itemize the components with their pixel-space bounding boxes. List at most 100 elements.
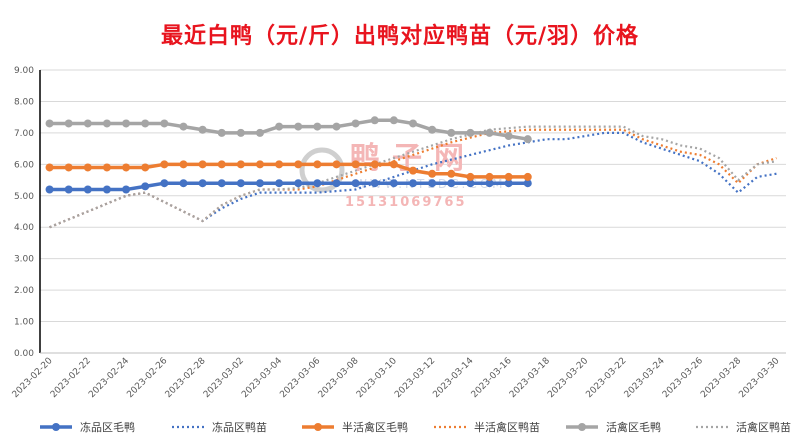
data-point — [389, 160, 398, 169]
data-point — [160, 119, 169, 128]
data-point — [64, 119, 73, 128]
data-point — [198, 160, 207, 169]
data-point — [466, 179, 475, 188]
y-tick-label: 5.00 — [14, 192, 34, 202]
data-point — [236, 128, 245, 137]
data-point — [122, 185, 131, 194]
data-point — [294, 179, 303, 188]
legend-label: 冻品区毛鸭 — [80, 420, 135, 434]
data-point — [141, 119, 150, 128]
y-tick-label: 6.00 — [14, 160, 34, 170]
data-point — [45, 185, 54, 194]
data-point — [313, 179, 322, 188]
data-point — [45, 119, 54, 128]
data-point — [64, 185, 73, 194]
data-point — [485, 179, 494, 188]
data-point — [523, 172, 532, 181]
data-point — [332, 160, 341, 169]
data-point — [313, 160, 322, 169]
data-point — [179, 160, 188, 169]
legend-label: 半活禽区鸭苗 — [474, 420, 540, 434]
data-point — [466, 128, 475, 137]
data-point — [236, 179, 245, 188]
data-point — [141, 163, 150, 172]
data-point — [447, 179, 456, 188]
y-tick-label: 0.00 — [14, 349, 34, 359]
y-tick-label: 9.00 — [14, 66, 34, 76]
data-point — [255, 160, 264, 169]
data-point — [428, 179, 437, 188]
data-point — [83, 185, 92, 194]
data-point — [447, 128, 456, 137]
data-point — [275, 122, 284, 131]
data-point — [313, 122, 322, 131]
data-point — [504, 179, 513, 188]
data-point — [102, 119, 111, 128]
data-point — [217, 179, 226, 188]
data-point — [409, 166, 417, 175]
data-point — [217, 128, 226, 137]
data-point — [179, 179, 188, 188]
data-point — [275, 160, 284, 169]
data-point — [485, 128, 494, 137]
data-point — [428, 125, 437, 134]
x-tick-label: 2023-03-30 — [737, 356, 781, 400]
data-point — [370, 116, 379, 125]
series-line-5 — [49, 125, 777, 229]
data-point — [236, 160, 245, 169]
data-point — [523, 179, 532, 188]
data-point — [255, 179, 264, 188]
watermark-duck-logo-icon — [299, 147, 345, 193]
data-point — [198, 125, 207, 134]
data-point — [409, 179, 417, 188]
data-point — [217, 160, 226, 169]
data-point — [485, 172, 494, 181]
data-point — [45, 163, 54, 172]
data-point — [351, 179, 360, 188]
legend-marker-dot — [578, 423, 586, 431]
data-point — [504, 172, 513, 181]
y-tick-label: 4.00 — [14, 223, 34, 233]
data-point — [275, 179, 284, 188]
data-point — [122, 163, 131, 172]
y-tick-label: 2.00 — [14, 286, 34, 296]
legend-label: 半活禽区毛鸭 — [342, 420, 408, 434]
data-point — [447, 169, 456, 178]
legend-marker-dot — [314, 423, 322, 431]
data-point — [332, 122, 341, 131]
data-point — [122, 119, 131, 128]
data-point — [389, 179, 398, 188]
data-point — [370, 160, 379, 169]
data-point — [102, 185, 111, 194]
series-line-4 — [49, 118, 529, 141]
data-point — [389, 116, 398, 125]
data-point — [428, 169, 437, 178]
chart-title: 最近白鸭（元/斤）出鸭对应鸭苗（元/羽）价格 — [160, 24, 640, 49]
data-point — [83, 163, 92, 172]
data-point — [198, 179, 207, 188]
data-point — [370, 179, 379, 188]
legend-label: 活禽区毛鸭 — [606, 420, 661, 434]
legend-label: 活禽区鸭苗 — [736, 420, 791, 434]
data-point — [179, 122, 188, 131]
data-point — [523, 135, 532, 144]
data-point — [160, 160, 169, 169]
data-point — [294, 122, 303, 131]
y-tick-label: 3.00 — [14, 255, 34, 265]
y-tick-label: 1.00 — [14, 318, 34, 328]
data-point — [160, 179, 169, 188]
y-tick-label: 8.00 — [14, 97, 34, 107]
data-point — [466, 172, 475, 181]
legend-label: 冻品区鸭苗 — [212, 420, 267, 434]
data-point — [255, 128, 264, 137]
watermark-phone: 15131069765 — [345, 195, 467, 210]
data-point — [351, 160, 360, 169]
data-point — [351, 119, 360, 128]
data-point — [332, 179, 341, 188]
legend-marker-dot — [52, 423, 60, 431]
data-point — [504, 132, 513, 141]
data-point — [64, 163, 73, 172]
data-point — [141, 182, 150, 191]
